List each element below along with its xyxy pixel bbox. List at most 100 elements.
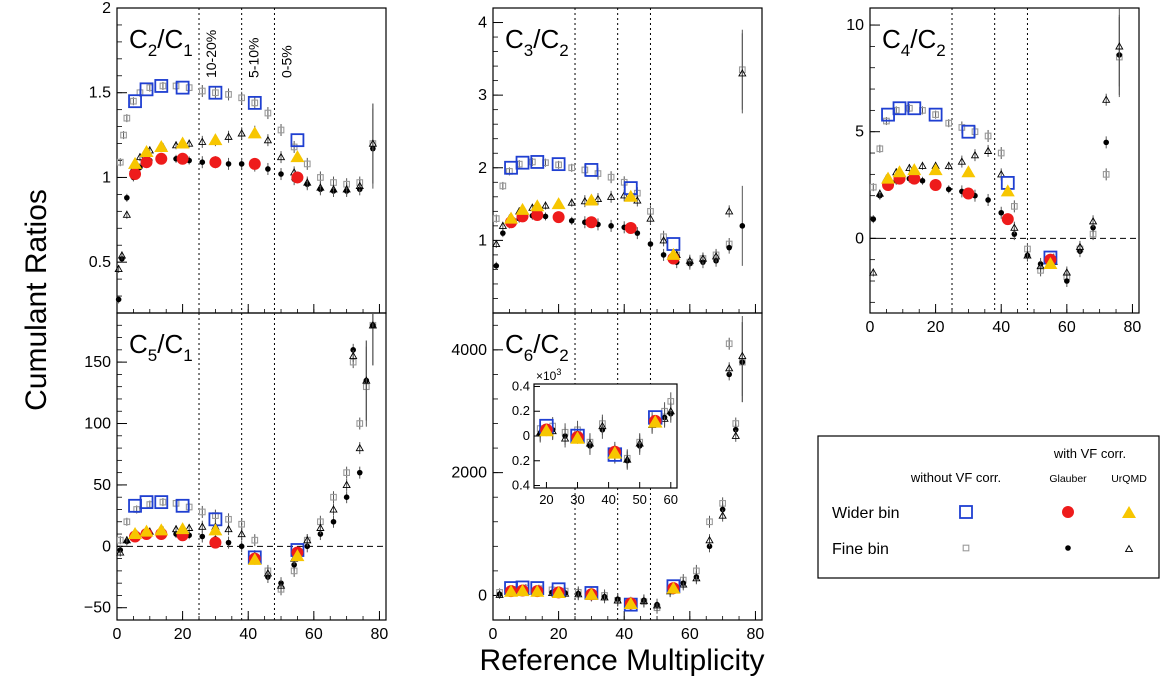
data-point [139, 524, 154, 537]
data-point [725, 363, 734, 372]
x-tick-label: 0 [489, 626, 498, 643]
data-point [985, 197, 991, 203]
legend-marker-wider-glauber [1062, 506, 1074, 518]
data-point [1011, 231, 1018, 237]
x-tick-label: 40 [239, 626, 257, 643]
data-point [928, 163, 943, 176]
data-point [739, 223, 746, 229]
data-point [584, 193, 599, 206]
data-point [115, 296, 122, 303]
data-point [1075, 242, 1085, 250]
panel-title-sub: 3 [524, 41, 533, 60]
data-point [154, 139, 169, 152]
data-point [208, 133, 223, 146]
x-tick-label: 80 [1124, 319, 1142, 336]
inset-data-point [623, 455, 632, 463]
data-point [276, 581, 286, 589]
data-point [263, 135, 273, 144]
data-point [237, 129, 246, 137]
data-point [907, 101, 922, 116]
inset-exponent-power: 3 [556, 367, 561, 377]
data-point [607, 173, 615, 181]
inset-frame [533, 383, 678, 489]
inset-x-tick-label: 20 [539, 492, 553, 507]
data-point [124, 194, 130, 201]
data-point [175, 80, 190, 95]
data-point [945, 119, 953, 127]
panel-title-main: C [505, 24, 524, 54]
data-point [316, 183, 325, 191]
data-point [116, 536, 124, 544]
data-point [719, 506, 726, 513]
data-point [1088, 216, 1098, 225]
data-point [593, 194, 603, 203]
data-point [117, 251, 127, 259]
data-point [1043, 256, 1058, 269]
data-point [329, 505, 338, 513]
data-point [495, 590, 504, 598]
data-point [1064, 278, 1070, 284]
data-point [330, 518, 337, 525]
y-tick-label: 2 [478, 160, 487, 177]
data-point [706, 543, 713, 550]
data-point [238, 94, 246, 102]
data-point [551, 157, 566, 172]
data-point [1115, 42, 1124, 50]
data-point [368, 139, 378, 147]
data-point [208, 85, 223, 100]
data-point [731, 431, 740, 439]
data-point [139, 495, 154, 510]
data-point [290, 549, 305, 562]
panel-frame [116, 312, 387, 621]
data-point [647, 241, 654, 247]
data-point [498, 221, 508, 229]
data-point [652, 600, 662, 609]
y-tick-label: 10 [846, 17, 864, 34]
panel-title-sub: 5 [148, 346, 157, 365]
data-point [225, 161, 232, 167]
data-point [123, 518, 131, 526]
legend-row-fine: Fine bin [832, 541, 889, 558]
y-tick-label: 2 [102, 0, 111, 17]
data-point [738, 351, 747, 360]
data-point [945, 186, 952, 193]
data-point [928, 107, 943, 122]
y-tick-label: 1 [478, 232, 487, 249]
data-point [870, 216, 877, 222]
data-point [492, 215, 500, 222]
series-wider_urqmd [504, 189, 681, 260]
inset-exponent-base: ×10 [536, 369, 557, 383]
data-point [247, 552, 262, 565]
data-point [698, 254, 708, 262]
data-point [263, 569, 273, 577]
data-point [944, 161, 953, 169]
data-point [685, 256, 695, 264]
data-point [238, 520, 246, 528]
panel-title-main: /C [533, 24, 559, 54]
data-point [355, 181, 364, 189]
inset-y-tick-label: 0.4 [512, 478, 530, 493]
legend-header: with VF corr. [1053, 446, 1126, 461]
figure-ylabel: Cumulant Ratios [20, 189, 53, 411]
data-point [198, 508, 206, 516]
data-point [499, 182, 507, 190]
series-wider_without [128, 495, 305, 565]
series-wider_urqmd [881, 163, 1058, 269]
data-point [551, 585, 566, 598]
data-point [970, 150, 980, 159]
series-wider_without [128, 79, 305, 148]
y-tick-label: 1 [102, 169, 111, 186]
data-point [1023, 251, 1032, 259]
inset-y-tick-label: 0 [523, 428, 530, 443]
data-point [155, 152, 168, 165]
panel-title: C3/C2 [505, 24, 569, 60]
centrality-label: 5-10% [246, 38, 262, 78]
data-point [666, 581, 681, 594]
data-point [171, 524, 181, 533]
panel-title: C6/C2 [505, 329, 569, 365]
data-point [159, 82, 167, 90]
data-point [139, 82, 154, 97]
centrality-label: 0-5% [278, 45, 294, 78]
